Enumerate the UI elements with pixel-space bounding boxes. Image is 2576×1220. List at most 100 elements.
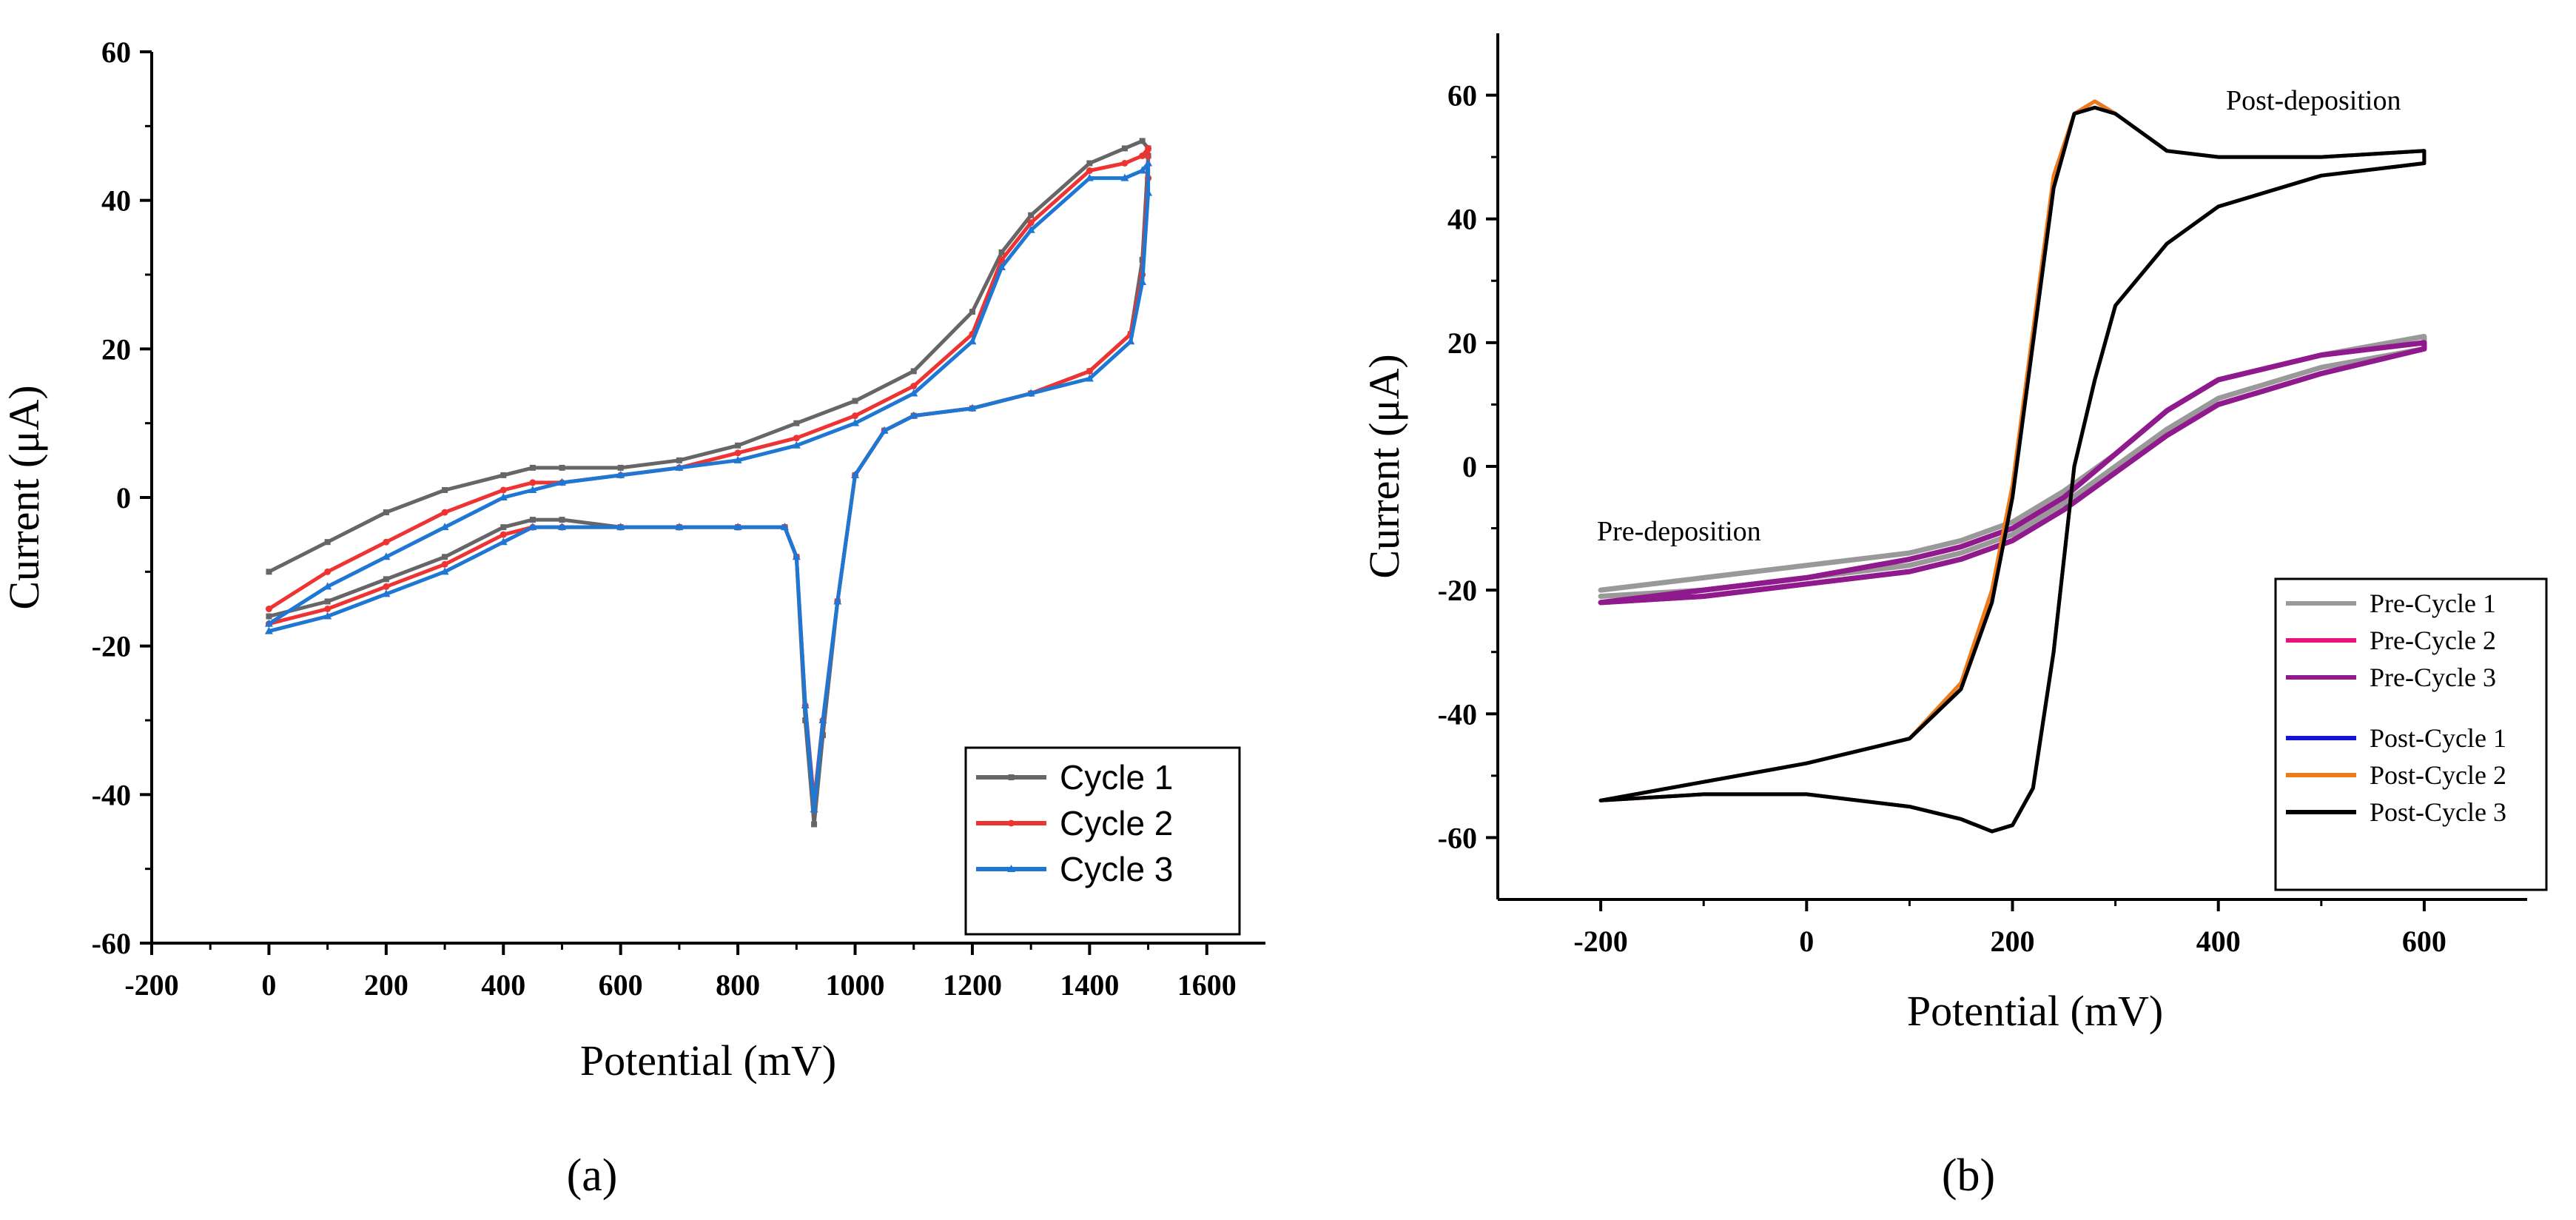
- data-point-cycle-2: [500, 531, 507, 538]
- data-point-cycle-3: [780, 523, 789, 531]
- y-tick-label: 20: [1447, 326, 1477, 360]
- a-x-ticks: -200 0 200 400 600 800 1000 1200 1400 1600: [124, 943, 1237, 1002]
- data-point-cycle-2: [1086, 167, 1093, 175]
- data-point-cycle-2: [383, 538, 390, 546]
- data-point-cycle-1: [324, 539, 331, 546]
- b-x-axis-title: Potential (mV): [1907, 987, 2163, 1035]
- legend-label-cycle-3: Cycle 3: [1060, 850, 1173, 888]
- data-point-cycle-3: [909, 411, 918, 419]
- a-legend: Cycle 1 Cycle 2 Cycle 3: [964, 746, 1241, 936]
- series-line-post-cycle-3: [1598, 105, 2427, 834]
- data-point-cycle-3: [557, 477, 566, 486]
- series-line-cycle-3: [266, 161, 1151, 811]
- x-tick-label: 800: [716, 968, 760, 1002]
- data-point-cycle-3: [833, 597, 842, 605]
- legend-marker-cycle-1: [1008, 774, 1015, 780]
- legend-marker-cycle-2: [1008, 820, 1015, 827]
- data-point-cycle-2: [324, 568, 332, 575]
- legend-label-post-cycle-3: Post-Cycle 3: [2370, 797, 2506, 827]
- data-point-cycle-1: [910, 368, 917, 375]
- x-tick-label: 400: [2196, 925, 2241, 958]
- data-point-cycle-3: [880, 426, 889, 434]
- data-point-cycle-1: [969, 309, 975, 315]
- data-point-cycle-3: [440, 567, 449, 575]
- data-point-cycle-3: [264, 626, 273, 634]
- legend-marker-cycle-3: [1007, 865, 1015, 872]
- series-line-pre-cycle-1: [1598, 334, 2427, 599]
- data-point-cycle-3: [851, 418, 860, 426]
- data-point-cycle-3: [323, 611, 332, 620]
- data-point-cycle-3: [733, 455, 742, 463]
- x-tick-label: 400: [481, 968, 525, 1002]
- data-point-cycle-1: [383, 509, 389, 516]
- legend-label-pre-cycle-3: Pre-Cycle 3: [2370, 663, 2496, 692]
- data-point-cycle-1: [529, 464, 536, 471]
- x-tick-label: 600: [599, 968, 643, 1002]
- data-point-cycle-1: [559, 517, 565, 523]
- data-point-cycle-1: [1121, 145, 1128, 152]
- data-point-cycle-2: [998, 256, 1006, 264]
- data-point-cycle-2: [852, 412, 859, 420]
- data-point-cycle-1: [500, 472, 507, 478]
- b-y-axis-title: Current (μA): [1360, 354, 1408, 578]
- data-point-cycle-1: [500, 524, 507, 531]
- x-tick-label: 1600: [1177, 968, 1237, 1002]
- a-y-ticks: -60 -40 -20 0 20 40 60: [92, 36, 152, 960]
- data-point-cycle-1: [559, 464, 565, 471]
- data-point-cycle-2: [1145, 144, 1152, 152]
- data-point-cycle-3: [968, 403, 977, 412]
- data-point-cycle-3: [733, 523, 742, 531]
- y-tick-label: 60: [101, 36, 131, 69]
- data-point-cycle-3: [1126, 337, 1135, 345]
- a-panel-label: (a): [567, 1150, 618, 1201]
- data-point-cycle-1: [1028, 212, 1035, 218]
- data-point-cycle-3: [998, 262, 1006, 270]
- y-tick-label: -60: [92, 927, 131, 960]
- data-point-cycle-2: [383, 583, 390, 590]
- b-legend: Pre-Cycle 1 Pre-Cycle 2 Pre-Cycle 3 Post-Cy…: [2274, 577, 2548, 891]
- data-point-cycle-3: [792, 440, 801, 449]
- series-line-pre-cycle-3: [1598, 340, 2427, 606]
- y-tick-label: -40: [1438, 697, 1477, 731]
- data-point-cycle-2: [1086, 367, 1093, 375]
- b-series-layer: [1598, 99, 2427, 834]
- data-point-cycle-2: [793, 435, 800, 442]
- x-tick-label: 600: [2402, 925, 2446, 958]
- data-point-cycle-3: [792, 552, 801, 560]
- data-point-cycle-3: [323, 582, 332, 590]
- data-point-cycle-3: [1138, 278, 1147, 286]
- data-point-cycle-2: [1139, 152, 1146, 159]
- data-point-cycle-1: [998, 249, 1005, 255]
- data-point-cycle-3: [528, 523, 537, 531]
- data-point-cycle-1: [1139, 138, 1146, 144]
- data-point-cycle-3: [557, 523, 566, 531]
- data-point-cycle-1: [266, 613, 272, 620]
- data-point-cycle-3: [1026, 225, 1035, 233]
- data-point-cycle-3: [851, 470, 860, 478]
- data-point-cycle-3: [675, 463, 684, 471]
- y-tick-label: 20: [101, 332, 131, 366]
- data-point-cycle-1: [735, 442, 741, 449]
- data-point-cycle-3: [528, 485, 537, 493]
- b-annotation-post: Post-deposition: [2226, 85, 2401, 116]
- data-point-cycle-1: [852, 398, 858, 404]
- data-point-cycle-2: [500, 486, 507, 494]
- b-annotation-pre: Pre-deposition: [1597, 516, 1761, 547]
- data-point-cycle-3: [1085, 173, 1094, 181]
- data-point-cycle-3: [382, 589, 391, 597]
- data-point-cycle-1: [529, 517, 536, 523]
- a-series-layer: [264, 138, 1153, 828]
- data-point-cycle-3: [382, 552, 391, 560]
- y-tick-label: 40: [101, 184, 131, 218]
- y-tick-label: -40: [92, 778, 131, 811]
- y-tick-label: 40: [1447, 203, 1477, 236]
- x-tick-label: -200: [124, 968, 178, 1002]
- legend-label-post-cycle-1: Post-Cycle 1: [2370, 723, 2506, 753]
- data-point-cycle-1: [324, 598, 331, 605]
- data-point-cycle-3: [499, 537, 508, 546]
- a-y-axis-title: Current (μA): [0, 385, 48, 609]
- data-point-cycle-3: [616, 523, 625, 531]
- y-tick-label: -60: [1438, 821, 1477, 854]
